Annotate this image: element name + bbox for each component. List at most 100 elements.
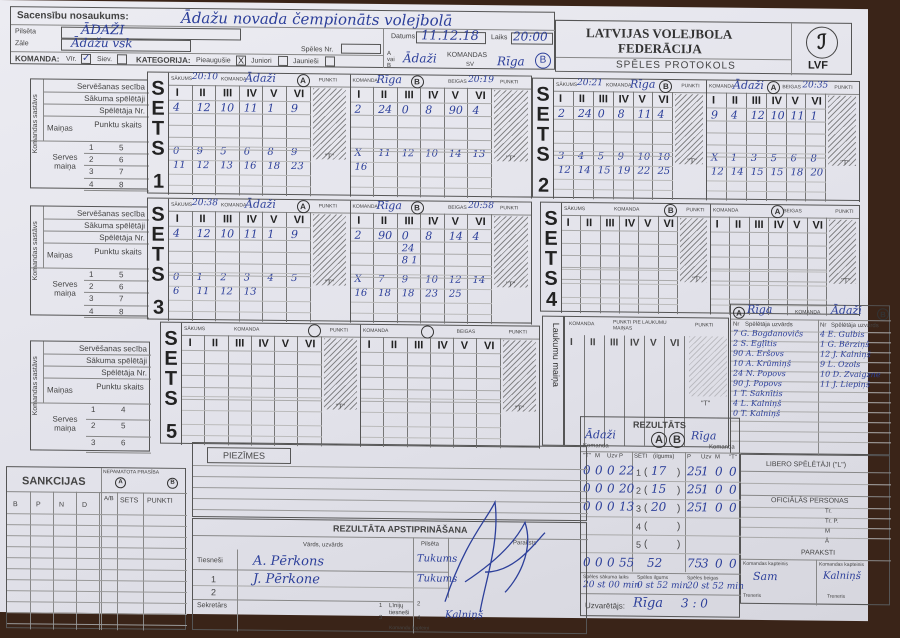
sets-label: SETS xyxy=(151,77,165,160)
points-label: PUNKTI xyxy=(329,327,348,334)
a-or-b-label: A vai B xyxy=(387,51,395,70)
t-label: "T" xyxy=(692,276,702,284)
team-label-right: Komanda xyxy=(709,444,735,451)
result-left-value: 0 xyxy=(607,481,615,496)
serve-score-top: 5 xyxy=(770,153,778,165)
rotation-column xyxy=(430,337,455,448)
team-label: KOMANDA xyxy=(352,77,378,84)
team-roster-vertical-label: Komandas sastāvs xyxy=(32,94,39,154)
team-label: KOMANDA xyxy=(221,76,247,83)
set-5-block: SETS 5 SĀKUMS KOMANDA PUNKTI I II III IV V VI "T" KO… xyxy=(160,321,540,449)
sets-col-header: SETI xyxy=(634,453,648,460)
roman-1: I xyxy=(175,212,179,225)
adults-checkbox[interactable]: X xyxy=(236,55,246,66)
sanction-row-line xyxy=(7,568,187,571)
player-no-label: Spēlētāja Nr. xyxy=(99,233,145,243)
t-label: "T" xyxy=(506,281,516,289)
sanction-col-B: B xyxy=(13,501,18,509)
end-time: 20:35 xyxy=(802,80,829,91)
divider xyxy=(76,491,77,630)
serve-score-top: X xyxy=(354,273,362,285)
roman-6: VI xyxy=(475,215,486,229)
serve-score-bottom: 23 xyxy=(290,161,304,173)
date-value: 11.12.18 xyxy=(421,28,479,45)
coach-a-label: Treneris xyxy=(743,592,762,599)
set-number: 5 xyxy=(166,420,178,443)
roster-right-side: B xyxy=(877,308,889,321)
divider xyxy=(731,430,891,434)
teams-label: KOMANDAS xyxy=(447,51,488,60)
name-header: Vārds, uzvārds xyxy=(303,542,344,549)
referee-signature xyxy=(444,499,546,613)
roman-6: VI xyxy=(483,340,495,353)
referee-2-name: J. Pērkone xyxy=(253,571,320,588)
serve-number: 2 xyxy=(89,154,94,164)
sanctions-table: SANKCIJAS NEPAMATOTA PRASĪBA A B B P N D A/B SETS… xyxy=(6,466,187,631)
roman-2: II xyxy=(735,218,742,231)
roman-5: V xyxy=(644,217,652,230)
result-right-value: 1 xyxy=(701,500,709,515)
juniors-checkbox[interactable] xyxy=(278,55,288,67)
divider xyxy=(193,569,448,573)
divider xyxy=(859,205,860,317)
points-label: PUNKTI xyxy=(318,203,337,210)
set-number: 2 xyxy=(636,485,642,496)
end-label: BEIGAS xyxy=(782,84,801,91)
roman-6: VI xyxy=(293,214,305,227)
team-label: KOMANDA: xyxy=(15,54,60,64)
paren: ( xyxy=(644,484,648,496)
divider xyxy=(84,152,149,155)
points-label: Punktu skaits xyxy=(94,119,142,130)
set-number: 2 xyxy=(538,174,550,197)
t-label: "T" xyxy=(840,159,850,167)
officials-label: OFICIĀLĀS PERSONAS xyxy=(771,497,849,505)
roster-right-team: Ādaži xyxy=(831,303,862,318)
left-team-grid: SĀKUMS KOMANDA B PUNKTI I II III IV V VI "T" xyxy=(562,203,711,315)
divider xyxy=(86,418,151,421)
roman-3: III xyxy=(222,87,233,100)
sanction-row-line xyxy=(7,535,187,538)
libero-label: LIBERO SPĒLĒTĀJI ("L") xyxy=(766,461,847,469)
sets-label: SETS xyxy=(536,83,550,166)
youth-checkbox[interactable] xyxy=(325,56,335,67)
badge-b: B xyxy=(669,432,685,449)
lvf-logo-icon: ℐ xyxy=(806,26,838,59)
paren: ( xyxy=(644,502,648,514)
start-label: SĀKUMS xyxy=(556,81,578,89)
divider xyxy=(84,189,149,192)
unfounded-claim-label: NEPAMATOTA PRASĪBA xyxy=(103,469,160,476)
roster-player: 7 G. Bogdanovičs xyxy=(733,328,804,339)
player-no-label: Spēlētāja Nr. xyxy=(99,106,145,116)
sanction-row-line xyxy=(7,590,187,593)
serve-score-bottom: 11 xyxy=(173,159,186,172)
total-right-value: 75 xyxy=(687,556,703,571)
serve-number: 1 xyxy=(89,142,94,152)
serve-number: 4 xyxy=(89,179,94,189)
result-right-value: 25 xyxy=(687,482,703,497)
adults-label: Pieaugušie xyxy=(196,57,231,65)
game-no-field[interactable] xyxy=(341,43,381,54)
roman-1: I xyxy=(188,336,192,350)
serve-score-bottom: 18 xyxy=(790,167,804,179)
women-checkbox[interactable] xyxy=(117,54,127,65)
serve-score-top: X xyxy=(354,147,362,159)
result-left-value: 0 xyxy=(595,463,603,478)
serve-score-top: 10 xyxy=(637,151,651,163)
points-label: PUNKTI xyxy=(318,77,337,84)
left-team-grid: SĀKUMS 20:21 KOMANDA Rīga B PUNKTI I 2 3 12 II 24 4 1… xyxy=(554,78,707,201)
rotation-column xyxy=(477,337,501,449)
points-label: PUNKTI xyxy=(695,322,714,329)
points-column-hatch xyxy=(494,216,528,288)
men-checkbox[interactable]: ✓ xyxy=(81,52,91,64)
roman-2: II xyxy=(211,337,219,350)
serve-score-top: 13 xyxy=(472,149,486,161)
captain-a-signature: Sam xyxy=(753,569,778,584)
col-header: "T" xyxy=(729,454,737,461)
divider xyxy=(84,165,149,167)
serve-score-bottom: 15 xyxy=(750,166,764,178)
badge-a: A xyxy=(651,431,667,448)
roster-player: 9 L. Ozols xyxy=(820,359,861,370)
start-time: 20:38 xyxy=(192,198,218,209)
roman-4: IV xyxy=(258,337,269,350)
serve-score-bottom: 13 xyxy=(220,160,233,172)
